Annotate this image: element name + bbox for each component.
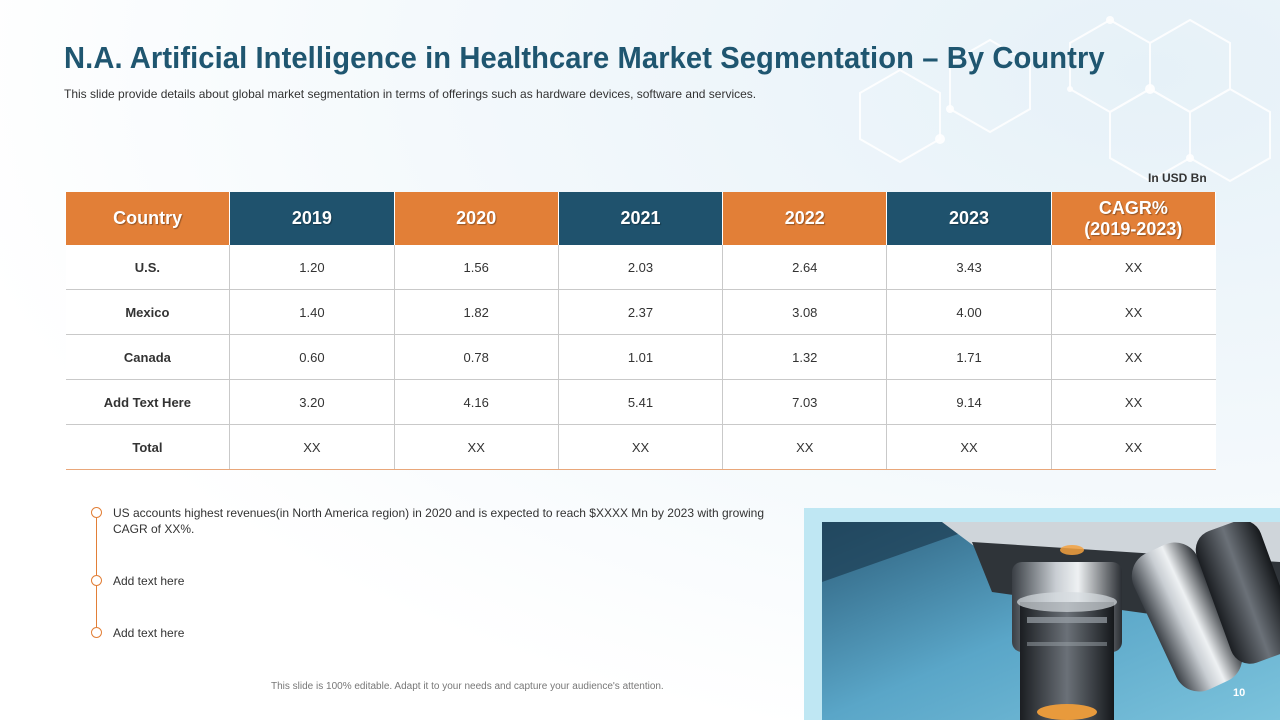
table-row: Add Text Here 3.20 4.16 5.41 7.03 9.14 X… [65, 379, 1216, 425]
page-subtitle: This slide provide details about global … [64, 87, 757, 101]
cagr-cell: XX [1050, 245, 1216, 290]
table-row-total: Total XX XX XX XX XX XX [65, 424, 1216, 470]
value-cell: 1.20 [229, 245, 395, 290]
bullet-dot-icon [91, 575, 102, 586]
value-cell: 9.14 [886, 379, 1052, 425]
segmentation-table: Country 2019 2020 2021 2022 2023 CAGR% (… [64, 192, 1217, 470]
value-cell: 1.71 [886, 334, 1052, 380]
country-cell: Total [65, 424, 231, 470]
value-cell: 0.78 [393, 334, 559, 380]
cagr-cell: XX [1050, 289, 1216, 335]
cagr-cell: XX [1050, 424, 1216, 470]
bullet-text-line2: CAGR of XX%. [113, 522, 195, 536]
bullet-item: Add text here [113, 626, 185, 640]
value-cell: XX [557, 424, 724, 470]
value-cell: 1.56 [393, 245, 559, 290]
header-2019: 2019 [229, 192, 395, 245]
value-cell: 2.03 [557, 245, 724, 290]
table-row: U.S. 1.20 1.56 2.03 2.64 3.43 XX [65, 245, 1216, 290]
header-2021: 2021 [557, 192, 724, 245]
page-title: N.A. Artificial Intelligence in Healthca… [64, 40, 1105, 75]
footer-note: This slide is 100% editable. Adapt it to… [271, 681, 664, 692]
bullet-dot-icon [91, 507, 102, 518]
value-cell: 4.00 [886, 289, 1052, 335]
header-2020: 2020 [393, 192, 559, 245]
value-cell: XX [229, 424, 395, 470]
value-cell: XX [722, 424, 888, 470]
value-cell: 3.20 [229, 379, 395, 425]
country-cell: Canada [65, 334, 231, 380]
country-cell: Mexico [65, 289, 231, 335]
header-2023: 2023 [886, 192, 1052, 245]
cagr-cell: XX [1050, 334, 1216, 380]
value-cell: 5.41 [557, 379, 724, 425]
header-country: Country [64, 192, 231, 245]
cagr-cell: XX [1050, 379, 1216, 425]
value-cell: 3.08 [722, 289, 888, 335]
bullet-timeline [96, 513, 97, 632]
value-cell: 2.37 [557, 289, 724, 335]
country-cell: Add Text Here [65, 379, 231, 425]
bullet-text-line1: US accounts highest revenues(in North Am… [113, 506, 765, 520]
value-cell: 0.60 [229, 334, 395, 380]
value-cell: 4.16 [393, 379, 559, 425]
value-cell: 1.40 [229, 289, 395, 335]
table-row: Canada 0.60 0.78 1.01 1.32 1.71 XX [65, 334, 1216, 380]
value-cell: 1.01 [557, 334, 724, 380]
header-2022: 2022 [722, 192, 888, 245]
value-cell: 2.64 [722, 245, 888, 290]
value-cell: XX [886, 424, 1052, 470]
value-cell: 7.03 [722, 379, 888, 425]
bullet-dot-icon [91, 627, 102, 638]
header-cagr-period: (2019-2023) [1084, 218, 1183, 239]
bullet-item: US accounts highest revenues(in North Am… [113, 505, 813, 537]
value-cell: XX [393, 424, 559, 470]
page-number: 10 [1233, 687, 1246, 699]
unit-label: In USD Bn [1148, 171, 1207, 185]
table-header-row: Country 2019 2020 2021 2022 2023 CAGR% (… [64, 192, 1217, 245]
header-cagr-label: CAGR% [1098, 197, 1168, 218]
microscope-image [822, 522, 1280, 720]
value-cell: 1.32 [722, 334, 888, 380]
table-row: Mexico 1.40 1.82 2.37 3.08 4.00 XX [65, 289, 1216, 335]
header-cagr: CAGR% (2019-2023) [1050, 192, 1217, 245]
value-cell: 3.43 [886, 245, 1052, 290]
bullet-item: Add text here [113, 574, 185, 588]
country-cell: U.S. [65, 245, 231, 290]
value-cell: 1.82 [393, 289, 559, 335]
